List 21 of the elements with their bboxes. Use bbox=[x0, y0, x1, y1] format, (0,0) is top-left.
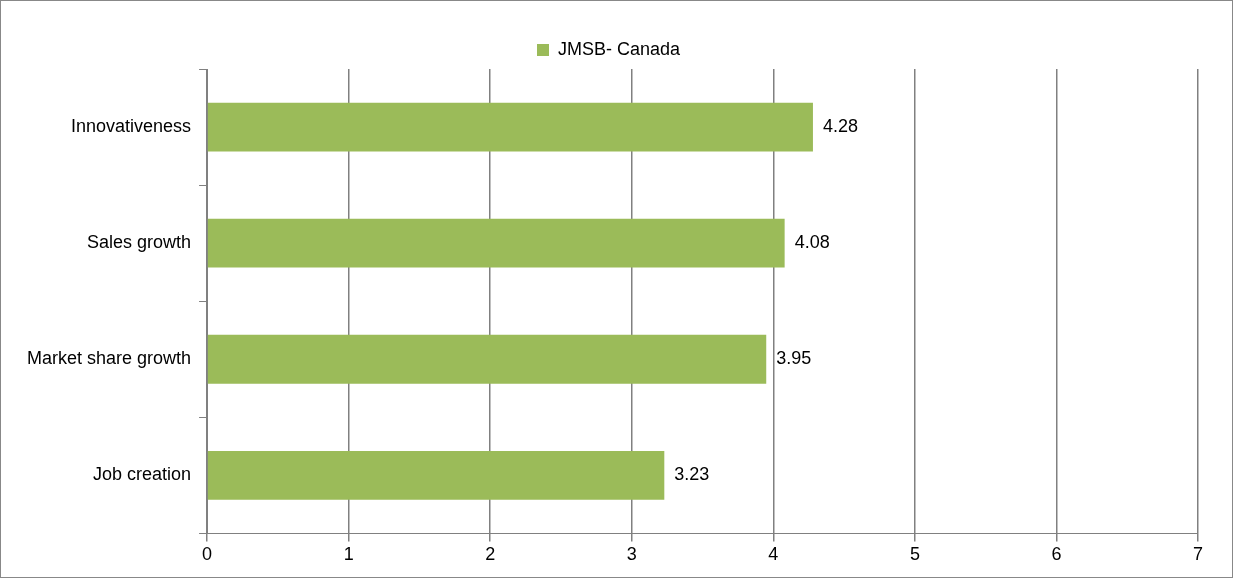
x-tick-label: 6 bbox=[1051, 544, 1062, 565]
data-label: 3.23 bbox=[674, 464, 710, 485]
data-label: 3.95 bbox=[776, 348, 812, 369]
y-tick-label: Sales growth bbox=[87, 232, 192, 253]
legend-label: JMSB- Canada bbox=[557, 38, 682, 59]
x-tick-label: 0 bbox=[202, 544, 213, 565]
y-tick-label: Innovativeness bbox=[70, 116, 192, 137]
data-label: 4.08 bbox=[794, 232, 830, 253]
bar bbox=[207, 218, 785, 268]
x-tick-label: 3 bbox=[626, 544, 637, 565]
x-tick-label: 5 bbox=[909, 544, 920, 565]
data-label: 4.28 bbox=[822, 116, 858, 137]
bar bbox=[207, 334, 767, 384]
x-tick-label: 2 bbox=[485, 544, 496, 565]
y-tick-label: Market share growth bbox=[26, 348, 192, 369]
bar bbox=[207, 102, 813, 152]
x-tick-label: 4 bbox=[768, 544, 779, 565]
x-tick-label: 1 bbox=[343, 544, 354, 565]
bar bbox=[207, 450, 665, 500]
x-tick-label: 7 bbox=[1192, 544, 1204, 565]
y-tick-label: Job creation bbox=[93, 464, 192, 485]
